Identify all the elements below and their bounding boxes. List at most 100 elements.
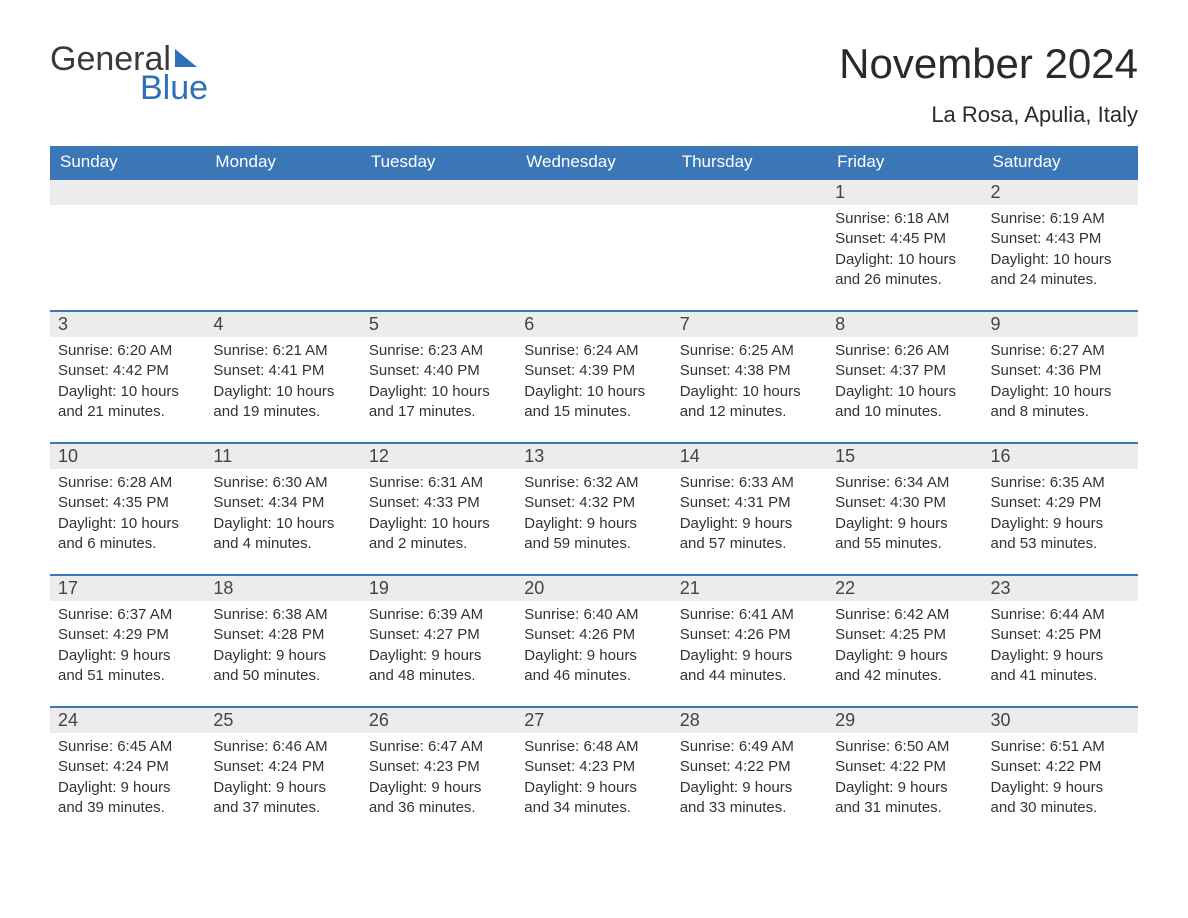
sunrise-text: Sunrise: 6:37 AM (58, 605, 197, 625)
weekday-header: Friday (827, 146, 982, 178)
sunrise-text: Sunrise: 6:24 AM (524, 341, 663, 361)
sunset-text: Sunset: 4:41 PM (213, 361, 352, 381)
sunset-text: Sunset: 4:26 PM (680, 625, 819, 645)
calendar-cell: 30Sunrise: 6:51 AMSunset: 4:22 PMDayligh… (983, 706, 1138, 838)
calendar-cell: 15 Sunrise: 6:34 AMSunset: 4:30 PMDayligh… (827, 442, 982, 574)
day-number: 8 (827, 310, 982, 337)
daylight-text: Daylight: 9 hours and 39 minutes. (58, 778, 197, 819)
calendar-cell: 29Sunrise: 6:50 AMSunset: 4:22 PMDayligh… (827, 706, 982, 838)
sunset-text: Sunset: 4:27 PM (369, 625, 508, 645)
day-details: Sunrise: 6:31 AMSunset: 4:33 PMDaylight:… (361, 469, 516, 562)
day-number: 3 (50, 310, 205, 337)
day-number (361, 178, 516, 205)
day-number (672, 178, 827, 205)
calendar-cell: 8Sunrise: 6:26 AMSunset: 4:37 PMDaylight… (827, 310, 982, 442)
day-details: Sunrise: 6:39 AMSunset: 4:27 PMDaylight:… (361, 601, 516, 694)
day-number: 15 (827, 442, 982, 469)
brand-word-2: Blue (140, 69, 208, 108)
sunrise-text: Sunrise: 6:46 AM (213, 737, 352, 757)
sunrise-text: Sunrise: 6:40 AM (524, 605, 663, 625)
daylight-text: Daylight: 9 hours and 44 minutes. (680, 646, 819, 687)
calendar-cell: 11Sunrise: 6:30 AMSunset: 4:34 PMDayligh… (205, 442, 360, 574)
sunrise-text: Sunrise: 6:26 AM (835, 341, 974, 361)
calendar-cell (672, 178, 827, 310)
sunrise-text: Sunrise: 6:48 AM (524, 737, 663, 757)
daylight-text: Daylight: 9 hours and 57 minutes. (680, 514, 819, 555)
day-details: Sunrise: 6:51 AMSunset: 4:22 PMDaylight:… (983, 733, 1138, 826)
sunset-text: Sunset: 4:33 PM (369, 493, 508, 513)
calendar-cell (361, 178, 516, 310)
sunset-text: Sunset: 4:23 PM (369, 757, 508, 777)
day-number: 30 (983, 706, 1138, 733)
day-details: Sunrise: 6:46 AMSunset: 4:24 PMDaylight:… (205, 733, 360, 826)
day-details: Sunrise: 6:38 AMSunset: 4:28 PMDaylight:… (205, 601, 360, 694)
sunset-text: Sunset: 4:35 PM (58, 493, 197, 513)
sunrise-text: Sunrise: 6:30 AM (213, 473, 352, 493)
day-details: Sunrise: 6:30 AMSunset: 4:34 PMDaylight:… (205, 469, 360, 562)
weekday-header: Thursday (672, 146, 827, 178)
sunset-text: Sunset: 4:34 PM (213, 493, 352, 513)
daylight-text: Daylight: 10 hours and 4 minutes. (213, 514, 352, 555)
calendar-cell: 17Sunrise: 6:37 AMSunset: 4:29 PMDayligh… (50, 574, 205, 706)
day-number: 25 (205, 706, 360, 733)
calendar-cell: 25Sunrise: 6:46 AMSunset: 4:24 PMDayligh… (205, 706, 360, 838)
calendar-cell: 2Sunrise: 6:19 AMSunset: 4:43 PMDaylight… (983, 178, 1138, 310)
sunset-text: Sunset: 4:22 PM (991, 757, 1130, 777)
day-number: 22 (827, 574, 982, 601)
sunrise-text: Sunrise: 6:27 AM (991, 341, 1130, 361)
calendar-cell: 28Sunrise: 6:49 AMSunset: 4:22 PMDayligh… (672, 706, 827, 838)
sunrise-text: Sunrise: 6:51 AM (991, 737, 1130, 757)
day-number: 11 (205, 442, 360, 469)
day-details: Sunrise: 6:42 AMSunset: 4:25 PMDaylight:… (827, 601, 982, 694)
sunset-text: Sunset: 4:30 PM (835, 493, 974, 513)
sunrise-text: Sunrise: 6:25 AM (680, 341, 819, 361)
sunset-text: Sunset: 4:43 PM (991, 229, 1130, 249)
calendar-cell: 1Sunrise: 6:18 AMSunset: 4:45 PMDaylight… (827, 178, 982, 310)
daylight-text: Daylight: 10 hours and 17 minutes. (369, 382, 508, 423)
day-details: Sunrise: 6:50 AMSunset: 4:22 PMDaylight:… (827, 733, 982, 826)
calendar-week-row: 24Sunrise: 6:45 AMSunset: 4:24 PMDayligh… (50, 706, 1138, 838)
sunrise-text: Sunrise: 6:35 AM (991, 473, 1130, 493)
calendar-cell: 19Sunrise: 6:39 AMSunset: 4:27 PMDayligh… (361, 574, 516, 706)
sunset-text: Sunset: 4:22 PM (680, 757, 819, 777)
calendar-cell: 20Sunrise: 6:40 AMSunset: 4:26 PMDayligh… (516, 574, 671, 706)
daylight-text: Daylight: 9 hours and 30 minutes. (991, 778, 1130, 819)
day-details: Sunrise: 6:20 AMSunset: 4:42 PMDaylight:… (50, 337, 205, 430)
day-number: 27 (516, 706, 671, 733)
day-details: Sunrise: 6:49 AMSunset: 4:22 PMDaylight:… (672, 733, 827, 826)
sunrise-text: Sunrise: 6:41 AM (680, 605, 819, 625)
daylight-text: Daylight: 9 hours and 53 minutes. (991, 514, 1130, 555)
sunset-text: Sunset: 4:29 PM (991, 493, 1130, 513)
sunset-text: Sunset: 4:22 PM (835, 757, 974, 777)
sunset-text: Sunset: 4:45 PM (835, 229, 974, 249)
calendar-cell: 14Sunrise: 6:33 AMSunset: 4:31 PMDayligh… (672, 442, 827, 574)
daylight-text: Daylight: 9 hours and 51 minutes. (58, 646, 197, 687)
calendar-cell (516, 178, 671, 310)
calendar-week-row: 1Sunrise: 6:18 AMSunset: 4:45 PMDaylight… (50, 178, 1138, 310)
daylight-text: Daylight: 9 hours and 41 minutes. (991, 646, 1130, 687)
calendar-cell: 23Sunrise: 6:44 AMSunset: 4:25 PMDayligh… (983, 574, 1138, 706)
sunset-text: Sunset: 4:29 PM (58, 625, 197, 645)
daylight-text: Daylight: 9 hours and 55 minutes. (835, 514, 974, 555)
calendar-week-row: 3Sunrise: 6:20 AMSunset: 4:42 PMDaylight… (50, 310, 1138, 442)
day-details: Sunrise: 6:27 AMSunset: 4:36 PMDaylight:… (983, 337, 1138, 430)
title-block: November 2024 La Rosa, Apulia, Italy (839, 40, 1138, 128)
calendar-cell: 21 Sunrise: 6:41 AMSunset: 4:26 PMDayligh… (672, 574, 827, 706)
daylight-text: Daylight: 9 hours and 48 minutes. (369, 646, 508, 687)
day-number: 21 (672, 574, 827, 601)
sunrise-text: Sunrise: 6:50 AM (835, 737, 974, 757)
weekday-header: Sunday (50, 146, 205, 178)
daylight-text: Daylight: 10 hours and 26 minutes. (835, 250, 974, 291)
calendar-cell: 27Sunrise: 6:48 AMSunset: 4:23 PMDayligh… (516, 706, 671, 838)
calendar-cell: 13Sunrise: 6:32 AMSunset: 4:32 PMDayligh… (516, 442, 671, 574)
day-number: 12 (361, 442, 516, 469)
sunset-text: Sunset: 4:36 PM (991, 361, 1130, 381)
sunset-text: Sunset: 4:39 PM (524, 361, 663, 381)
sunrise-text: Sunrise: 6:47 AM (369, 737, 508, 757)
sunset-text: Sunset: 4:38 PM (680, 361, 819, 381)
day-number: 1 (827, 178, 982, 205)
daylight-text: Daylight: 10 hours and 8 minutes. (991, 382, 1130, 423)
sunset-text: Sunset: 4:23 PM (524, 757, 663, 777)
daylight-text: Daylight: 10 hours and 2 minutes. (369, 514, 508, 555)
sunrise-text: Sunrise: 6:34 AM (835, 473, 974, 493)
